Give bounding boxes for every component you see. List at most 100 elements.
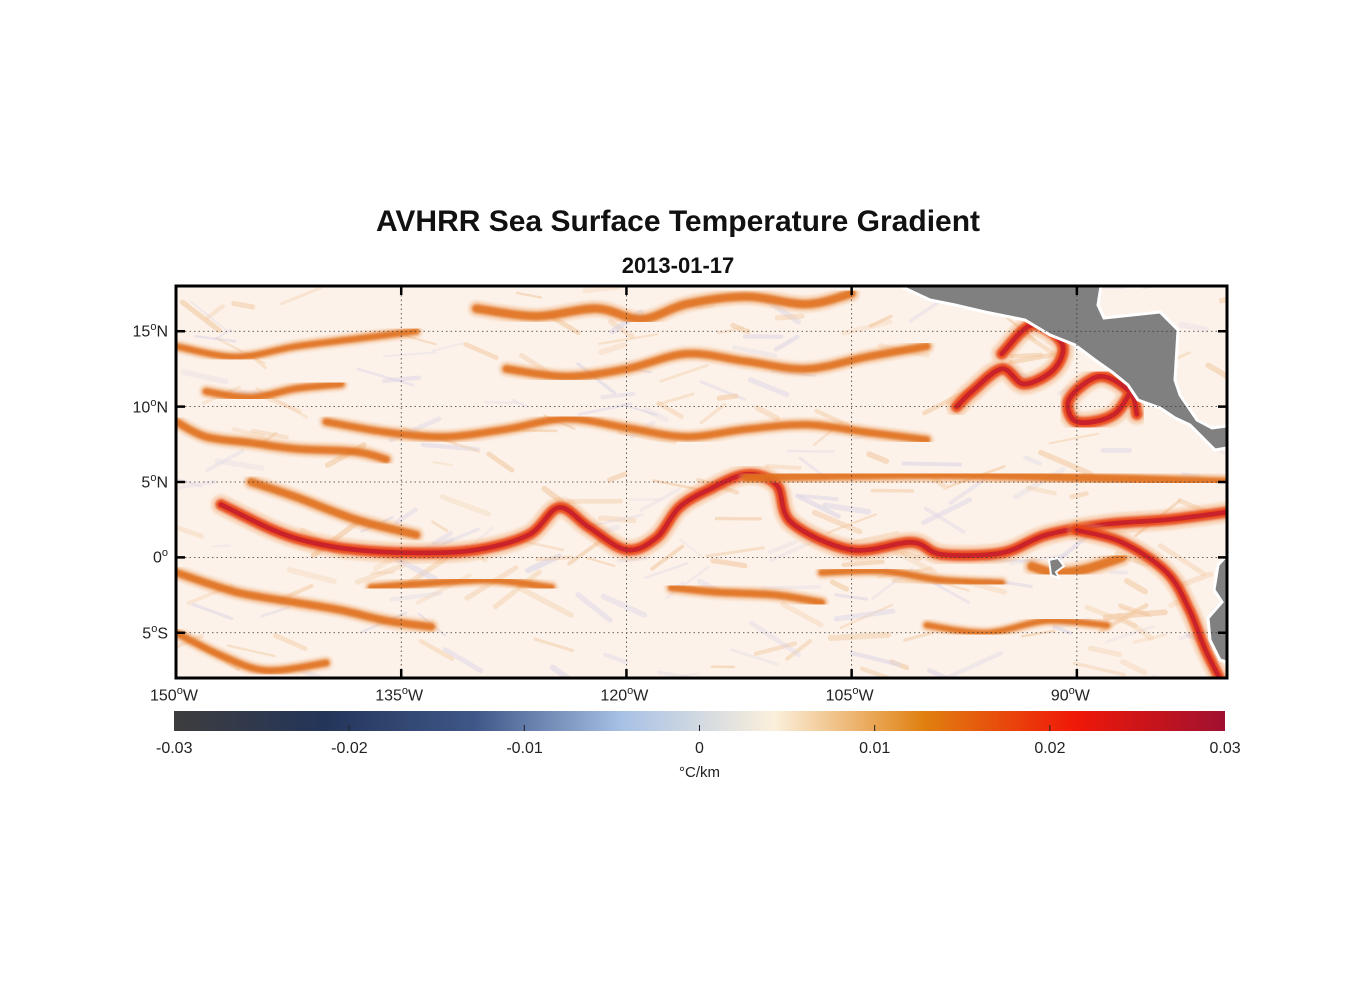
texture-streak (908, 300, 941, 323)
texture-streak (749, 620, 801, 657)
texture-streak (1069, 491, 1089, 500)
equatorial-front-core (218, 472, 1227, 558)
texture-streak (827, 631, 892, 641)
texture-streak (731, 345, 778, 358)
land-masses (899, 286, 1227, 664)
north-front (742, 470, 1227, 487)
texture-streak (729, 648, 779, 666)
texture-streak (176, 477, 203, 488)
texture-streak (279, 286, 323, 306)
axis-ticks (174, 286, 1227, 678)
texture-streak (643, 407, 669, 423)
texture-streak (1020, 629, 1056, 638)
south-band-2 (367, 576, 555, 592)
texture-streak (811, 509, 863, 535)
texture-streak (179, 299, 222, 334)
colorbar-ticks (348, 725, 1051, 731)
texture-streak (515, 291, 543, 299)
texture-streak (389, 591, 443, 602)
texture-streak (190, 300, 228, 331)
texture-streak (901, 461, 963, 467)
colorbar (174, 711, 1225, 731)
lon-tick-label: 120oW (600, 685, 649, 705)
texture-streak (250, 428, 289, 440)
lat-tick-label: 5oN (141, 472, 168, 492)
texture-streak (431, 342, 465, 352)
texture-streak (600, 593, 647, 618)
north-band-2 (502, 342, 931, 381)
map-plot-area (176, 286, 1227, 678)
lon-tick-label: 90oW (1050, 685, 1090, 705)
papagayo-ring-core (1065, 374, 1140, 425)
texture-streak (774, 313, 805, 321)
texture-streak (600, 391, 636, 400)
lon-tick-label: 105oW (825, 685, 874, 705)
texture-streak (205, 448, 245, 473)
texture-streak (266, 396, 302, 414)
texture-streak (1178, 321, 1210, 333)
colorbar-tick-label: -0.03 (156, 740, 193, 757)
texture-streak (1102, 609, 1168, 621)
texture-streak (382, 375, 422, 384)
texture-streak (226, 644, 276, 658)
texture-streak (535, 555, 574, 562)
texture-streak (213, 328, 232, 341)
texture-streak (204, 303, 226, 321)
texture-streak (394, 507, 419, 525)
lon-tick-label: 150oW (150, 685, 198, 705)
chart-title: AVHRR Sea Surface Temperature Gradient (375, 205, 981, 238)
texture-streak (644, 562, 689, 579)
texture-streak (1023, 455, 1043, 466)
texture-streak (356, 367, 415, 387)
south-america-land (1206, 552, 1227, 664)
texture-streak (1120, 659, 1148, 676)
texture-streak (598, 515, 637, 524)
texture-streak (900, 550, 923, 561)
texture-streak (730, 322, 751, 335)
north-band-1 (322, 414, 931, 444)
texture-streak (656, 400, 684, 419)
texture-streak (603, 652, 629, 665)
texture-streak (829, 579, 850, 592)
colorbar-tick-label: 0.02 (1034, 740, 1066, 757)
texture-streak (598, 333, 659, 345)
texture-streak (194, 334, 237, 343)
texture-streak (753, 641, 798, 656)
west-band-1 (176, 417, 391, 464)
texture-streak (1218, 296, 1227, 304)
texture-streak (854, 530, 899, 543)
texture-streak (710, 558, 748, 569)
texture-streak (716, 393, 739, 401)
texture-streak (678, 538, 703, 557)
south-band-1 (176, 568, 436, 631)
southeast-band (923, 617, 1111, 637)
texture-streak (656, 392, 695, 406)
west-band-2 (202, 380, 345, 402)
texture-streak (1157, 543, 1207, 577)
texture-streak (765, 464, 802, 470)
texture-streak (773, 334, 800, 352)
lat-tick-label: 15oN (132, 321, 168, 341)
texture-streak (382, 351, 437, 358)
texture-streak (833, 608, 896, 622)
texture-streak (747, 377, 790, 398)
texture-streak (260, 605, 291, 618)
texture-streak (767, 539, 798, 555)
texture-streak (420, 442, 480, 452)
texture-streak (826, 513, 877, 534)
texture-streak (1052, 624, 1072, 635)
southwest-band (176, 629, 330, 675)
texture-streak (517, 585, 574, 618)
central-america-land (899, 286, 1227, 452)
texture-streak (418, 639, 455, 661)
colorbar-tick-label: 0 (695, 740, 704, 757)
texture-streak (585, 556, 616, 567)
colorbar-tick-label: 0.03 (1209, 740, 1241, 757)
texture-streak (484, 401, 518, 405)
lon-tick-label: 135oW (375, 685, 424, 705)
northwest-band (176, 327, 420, 361)
texture-streak (1072, 661, 1127, 677)
texture-streak (1009, 352, 1044, 359)
texture-streak (699, 403, 726, 425)
